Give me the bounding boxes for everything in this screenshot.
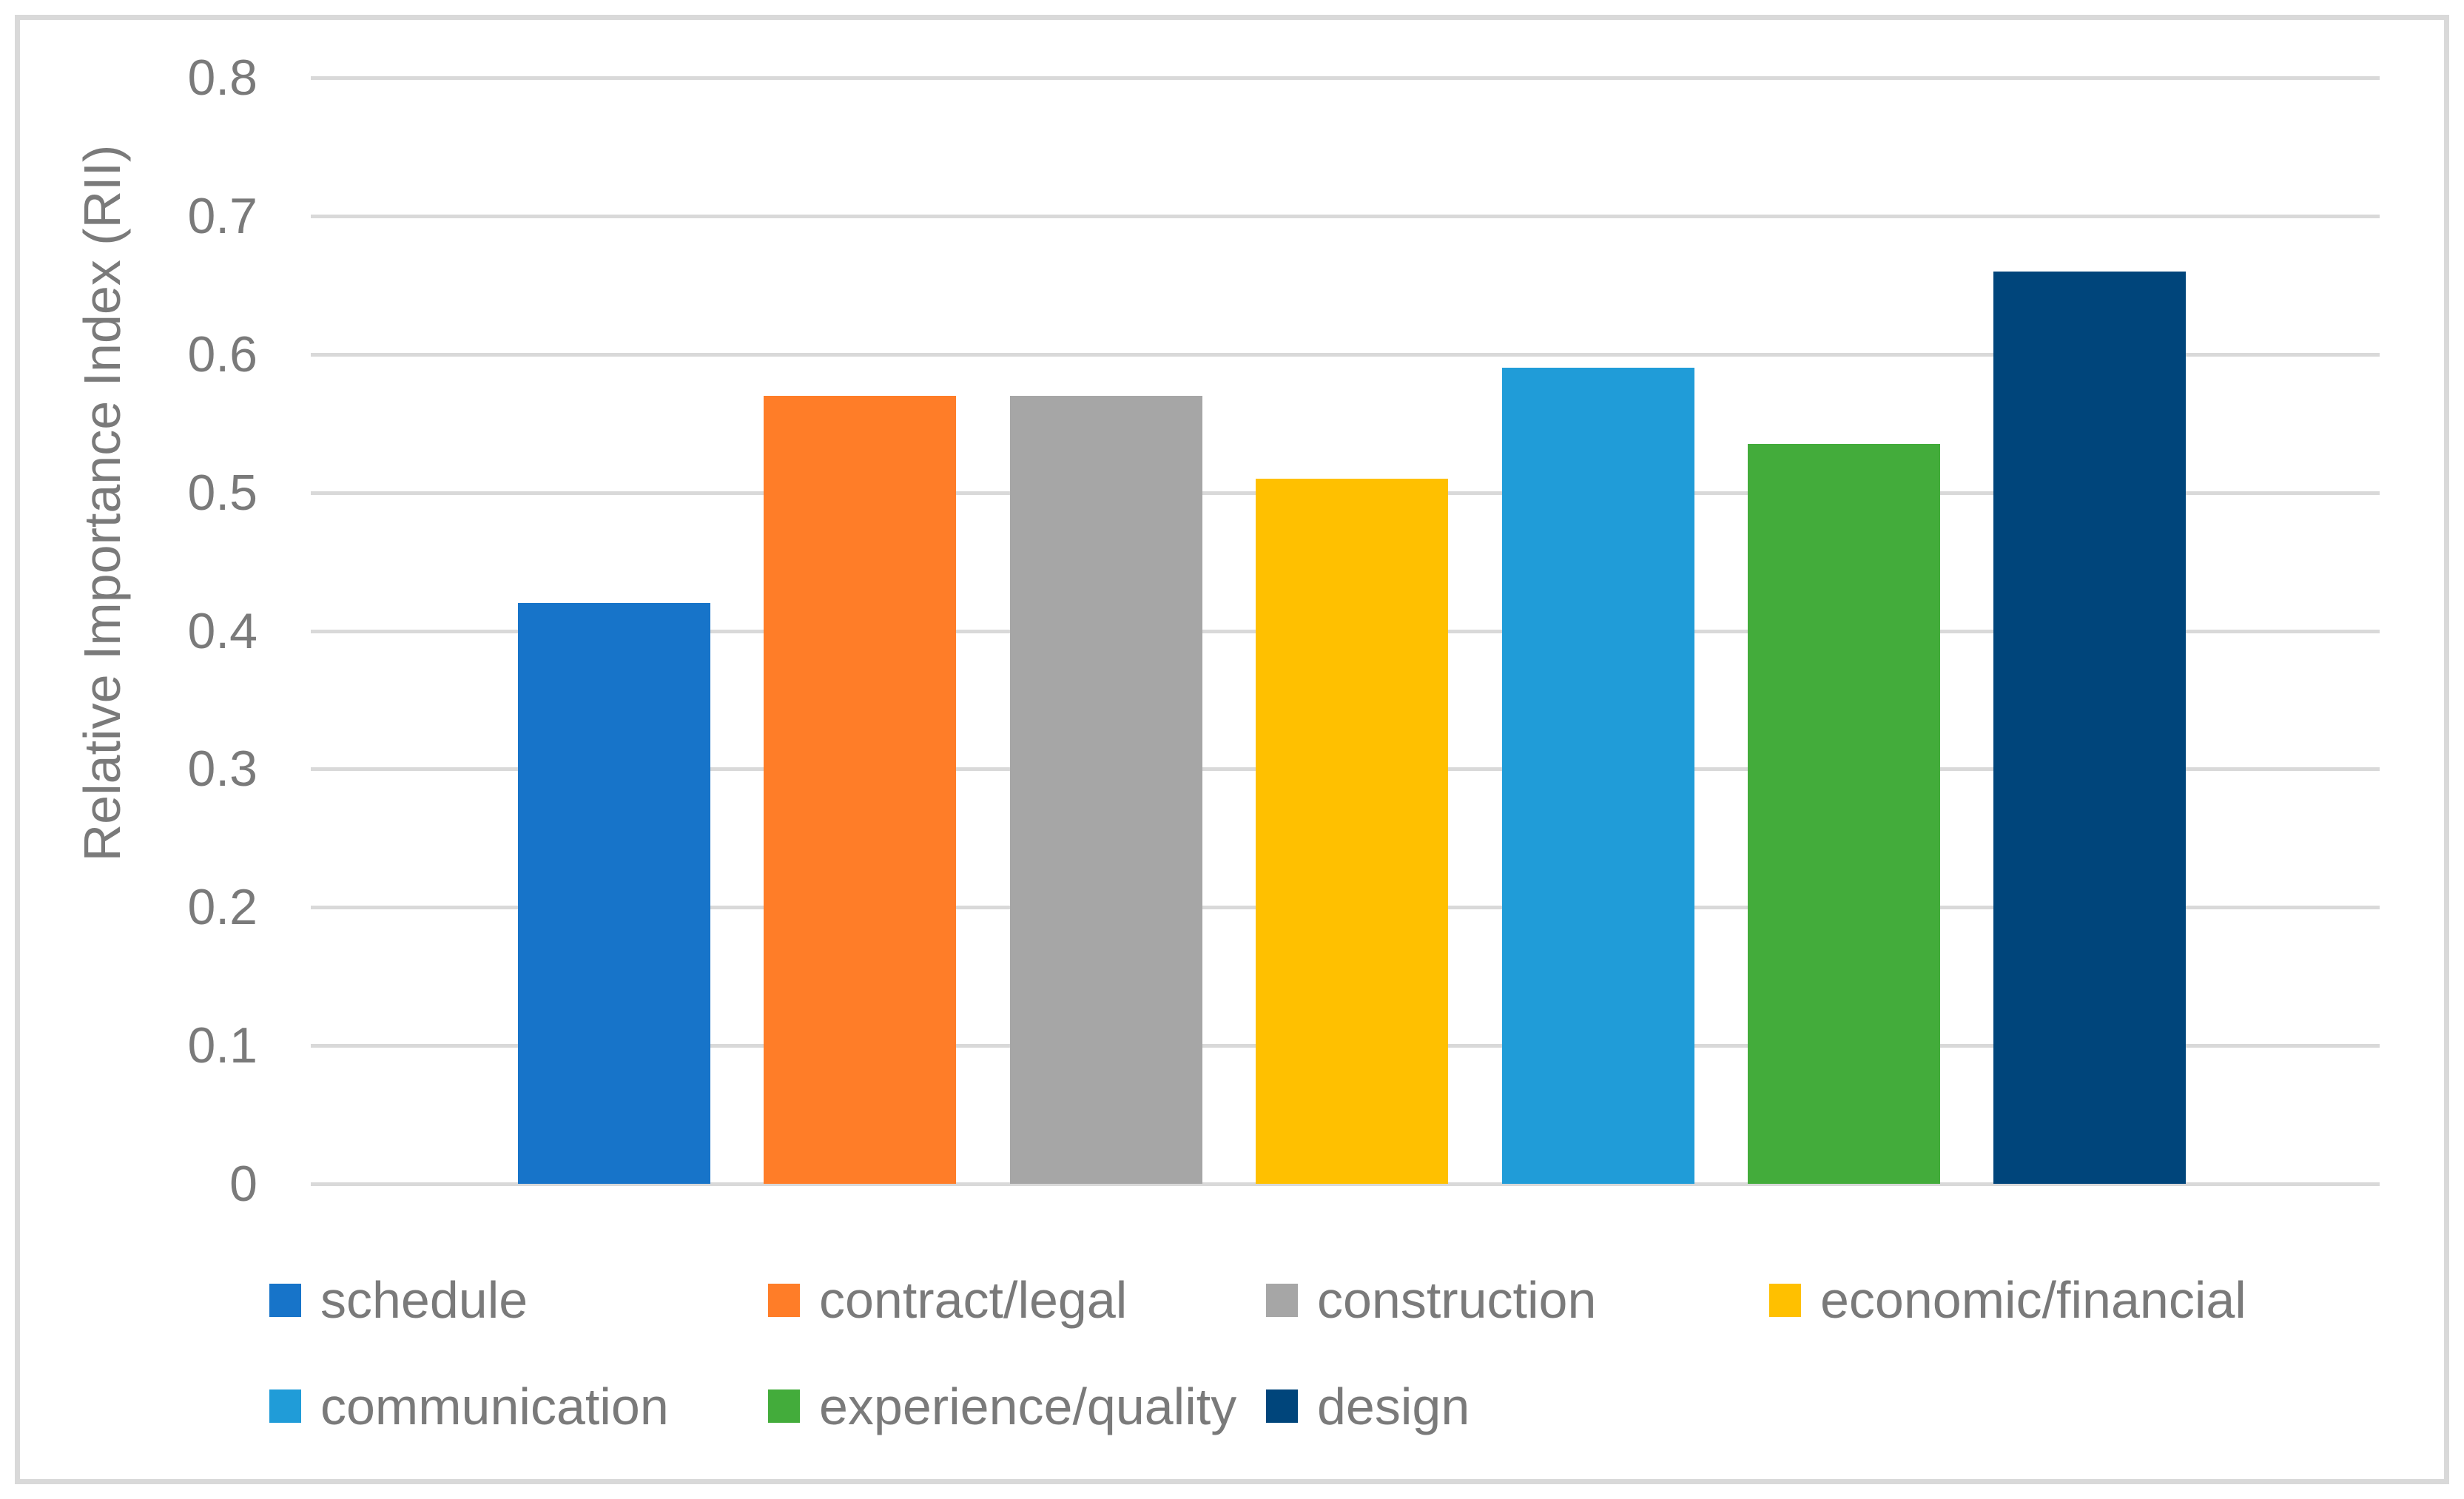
legend-label-schedule: schedule (320, 1271, 528, 1329)
y-tick-label: 0.3 (187, 741, 257, 798)
legend-label-experience-quality: experience/quality (819, 1378, 1237, 1435)
bar-schedule (518, 603, 710, 1184)
legend-swatch-experience-quality (768, 1389, 800, 1423)
y-tick-label: 0.6 (187, 326, 257, 383)
legend-label-economic-financial: economic/financial (1820, 1271, 2246, 1329)
y-tick-label: 0.1 (187, 1017, 257, 1074)
legend-label-design: design (1317, 1378, 1470, 1435)
gridline-0.8 (311, 76, 2380, 80)
legend-label-contract-legal: contract/legal (819, 1271, 1128, 1329)
gridline-0.6 (311, 352, 2380, 357)
bar-communication (1502, 368, 1694, 1184)
legend-swatch-communication (269, 1389, 301, 1423)
chart-frame-border (15, 15, 2449, 1484)
bar-contract-legal (764, 396, 956, 1184)
legend-swatch-contract-legal (768, 1284, 800, 1317)
bar-construction (1010, 396, 1202, 1184)
gridline-0.7 (311, 214, 2380, 218)
y-tick-label: 0.7 (187, 187, 257, 244)
legend-swatch-economic-financial (1769, 1284, 1801, 1317)
y-tick-label: 0.4 (187, 602, 257, 659)
legend-label-construction: construction (1317, 1271, 1597, 1329)
y-tick-label: 0.8 (187, 50, 257, 106)
bar-experience-quality (1748, 444, 1940, 1184)
legend-swatch-schedule (269, 1284, 301, 1317)
gridline-0 (311, 1182, 2380, 1186)
legend-label-communication: communication (320, 1378, 669, 1435)
y-tick-label: 0.5 (187, 464, 257, 521)
legend-swatch-construction (1266, 1284, 1298, 1317)
bar-economic-financial (1256, 479, 1448, 1184)
y-tick-label: 0 (229, 1156, 257, 1212)
legend-swatch-design (1266, 1389, 1298, 1423)
bar-design (1993, 272, 2186, 1184)
y-tick-label: 0.2 (187, 879, 257, 936)
